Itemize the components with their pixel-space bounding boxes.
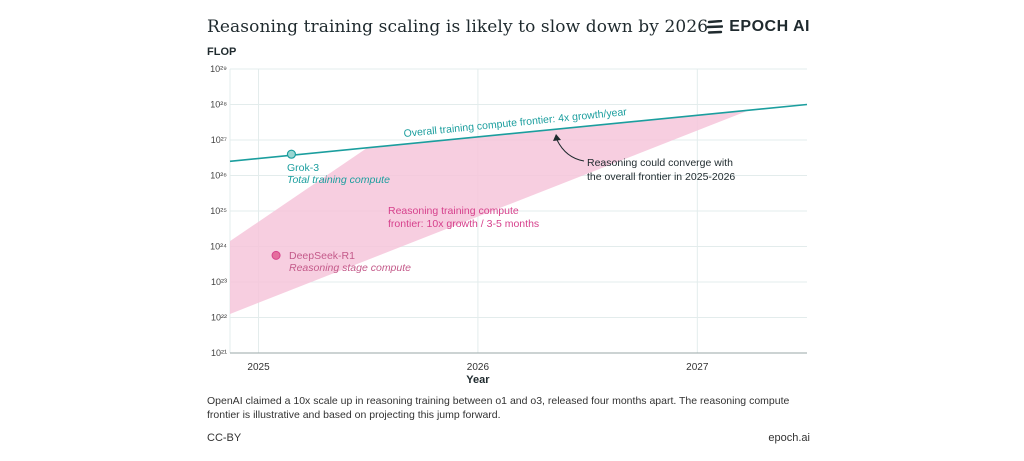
footnote: OpenAI claimed a 10x scale up in reasoni… [207,395,790,421]
y-tick-label: 10²¹ [211,348,227,358]
convergence-arrow [556,139,585,162]
x-axis-label: Year [466,374,490,386]
epoch-logo-icon [707,20,724,34]
y-tick-label: 10²⁹ [210,64,227,74]
chart-title: Reasoning training scaling is likely to … [207,17,709,37]
x-tick-label: 2026 [467,362,490,373]
convergence-annotation: Reasoning could converge with [587,157,733,169]
source-link[interactable]: epoch.ai [768,432,810,444]
convergence-arrow-head [553,134,561,141]
deepseek-r1-sublabel: Reasoning stage compute [289,262,411,274]
overall-frontier-line [229,103,808,163]
y-tick-label: 10²³ [211,277,227,287]
brand-logo[interactable]: EPOCH AI [707,18,810,36]
y-tick-label: 10²⁷ [211,135,227,145]
x-tick-label: 2027 [686,362,709,373]
grok-3-point[interactable] [286,149,297,159]
reasoning-frontier-band [230,109,750,314]
y-axis-label: FLOP [207,46,237,58]
reasoning-frontier-label: frontier: 10x growth / 3-5 months [388,218,539,230]
y-tick-label: 10²⁴ [210,242,227,252]
reasoning-frontier-label: Reasoning training compute [388,205,519,217]
license-label: CC-BY [207,432,242,444]
y-tick-label: 10²⁶ [210,171,227,181]
y-tick-label: 10²⁵ [210,206,227,216]
brand-name: EPOCH AI [729,18,810,35]
y-tick-label: 10²⁸ [210,100,227,110]
grok-3-label: Grok-3 [287,162,319,174]
convergence-annotation: the overall frontier in 2025-2026 [587,171,735,183]
grok-3-sublabel: Total training compute [287,174,390,186]
x-tick-label: 2025 [247,362,270,373]
y-tick-label: 10²² [211,313,227,323]
deepseek-r1-label: DeepSeek-R1 [289,250,355,262]
deepseek-r1-point[interactable] [271,250,281,260]
